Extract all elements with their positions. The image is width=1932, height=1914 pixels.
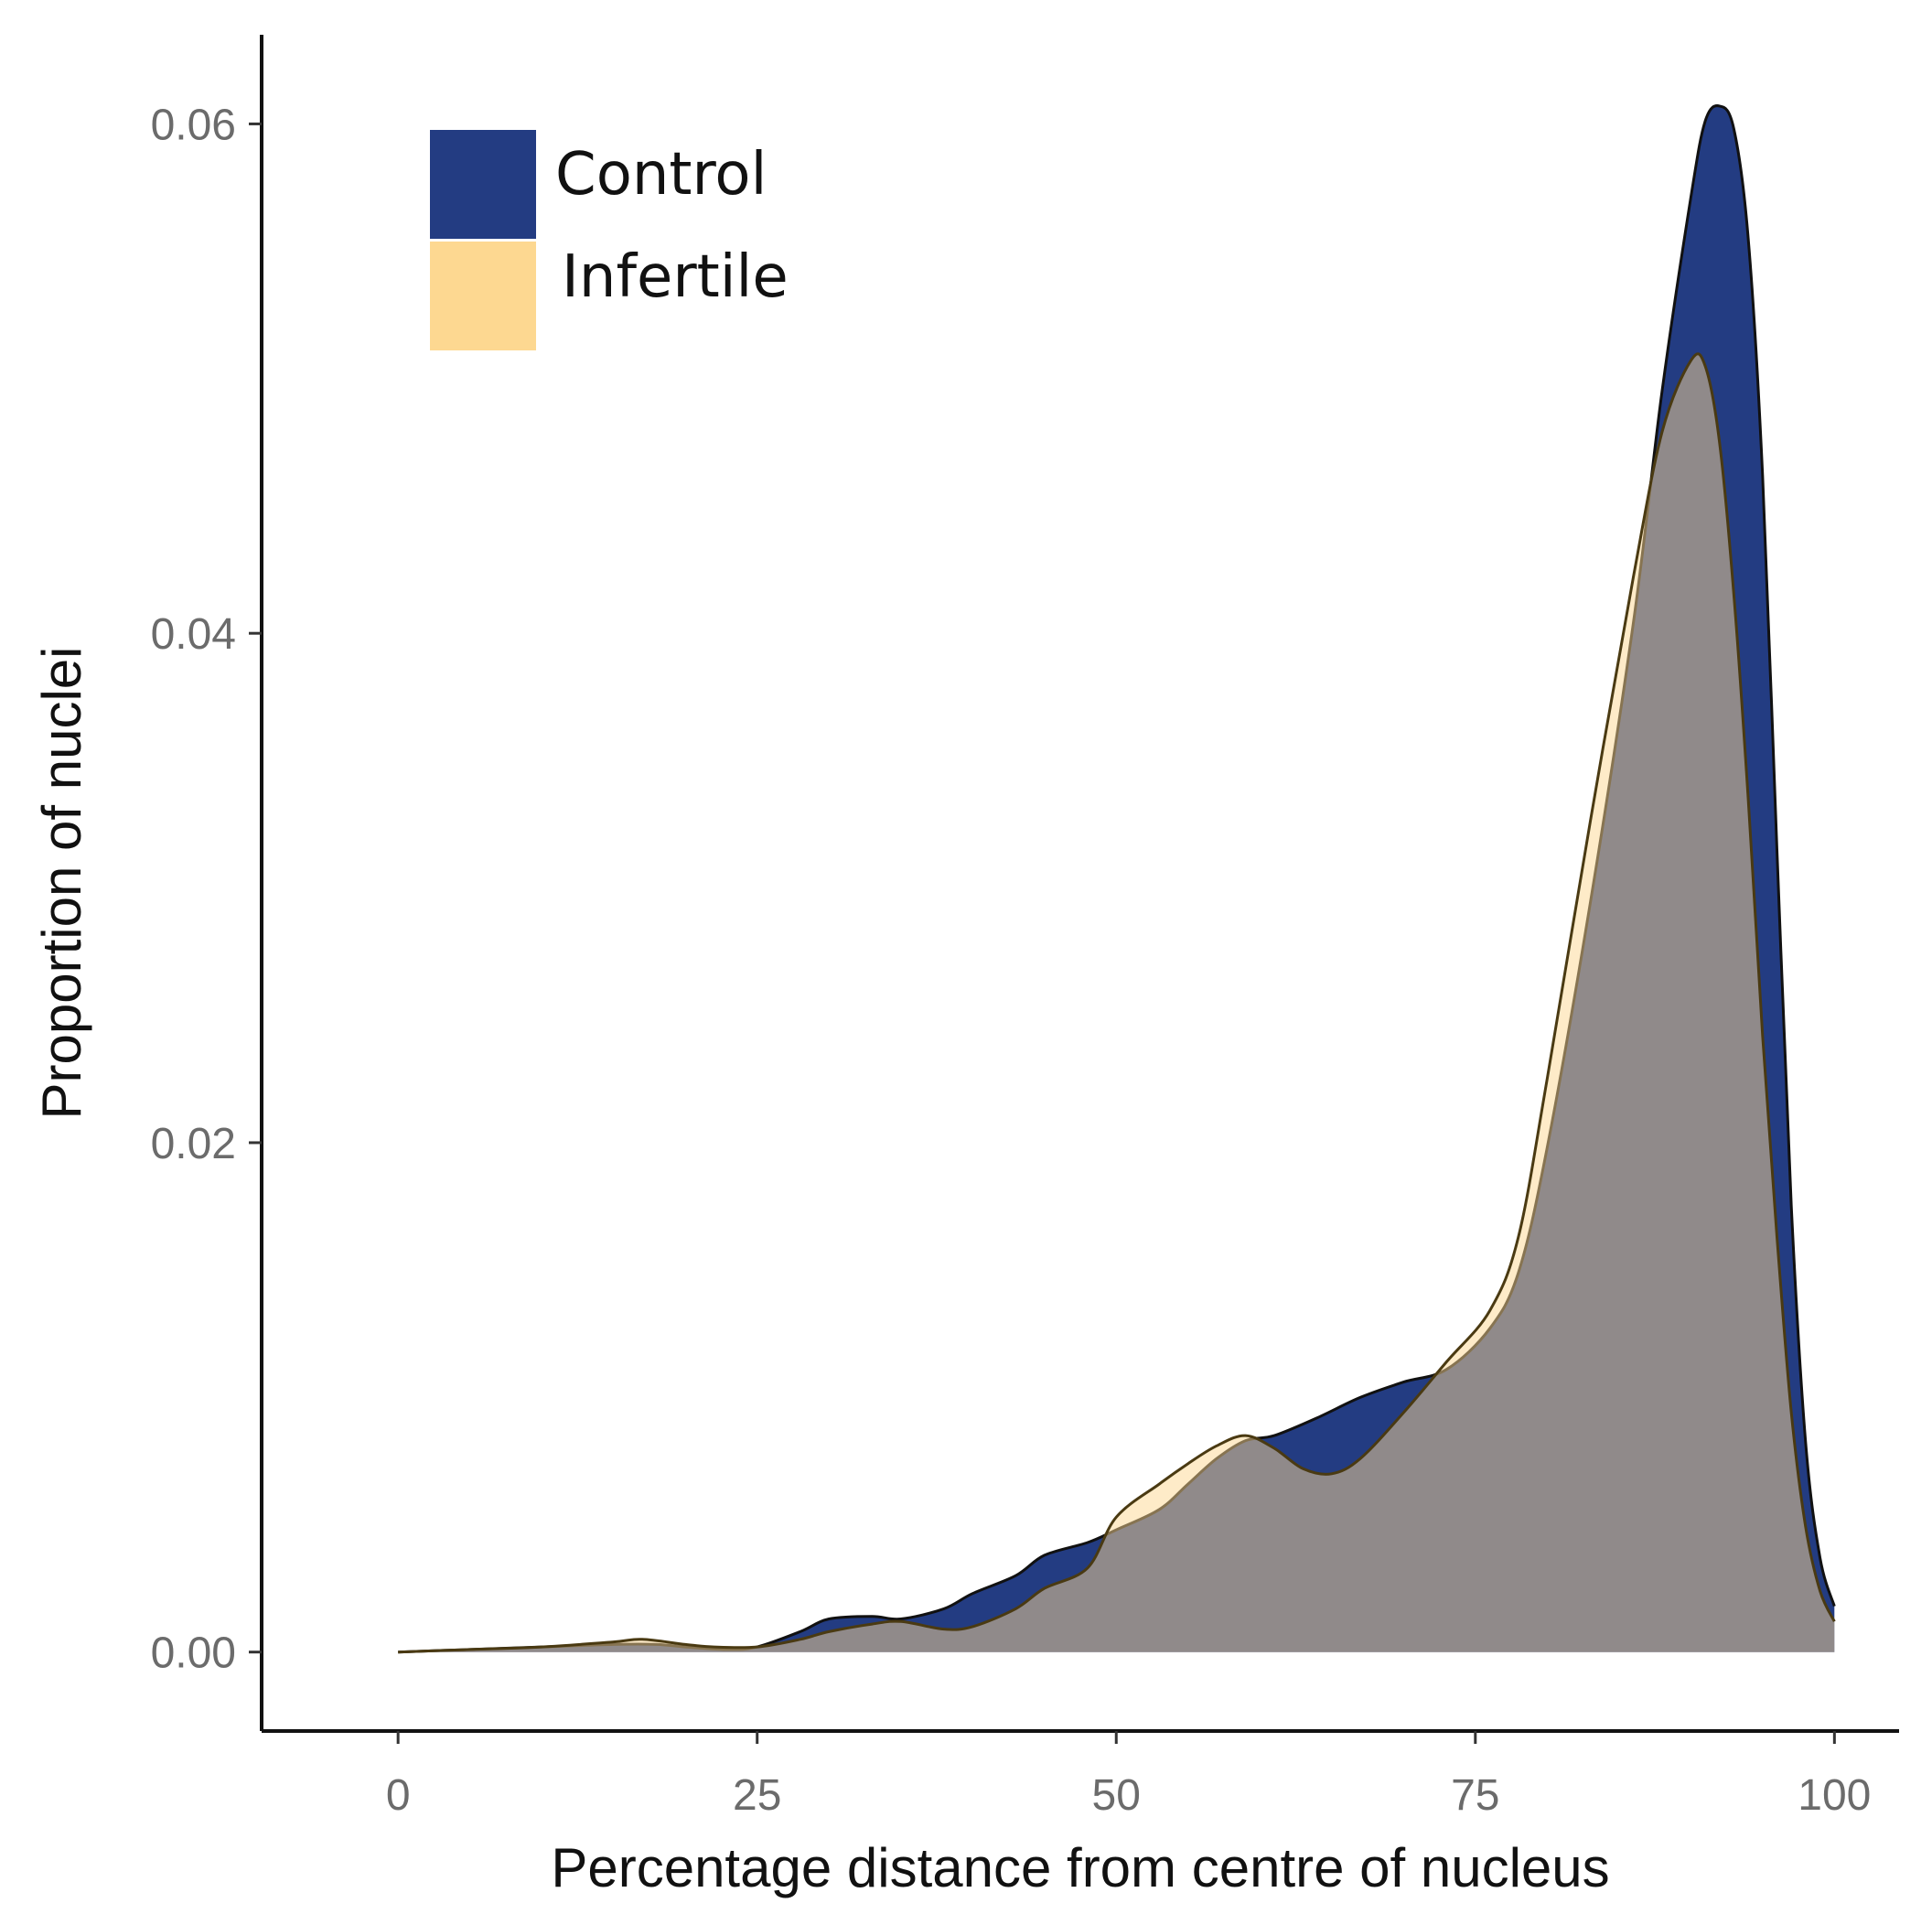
legend-label-infertile: Infertile: [562, 243, 789, 311]
legend-key-infertile: [430, 242, 536, 350]
x-ticks: 0 25 50 75 100: [386, 1731, 1871, 1820]
plot-area: [398, 104, 1836, 1654]
y-tick-label: 0.04: [151, 610, 236, 659]
y-tick-label: 0.02: [151, 1120, 236, 1168]
x-tick-label: 50: [1092, 1771, 1141, 1820]
y-tick-label: 0.00: [151, 1629, 236, 1678]
legend-key-control: [430, 130, 536, 239]
x-tick-label: 100: [1798, 1771, 1871, 1820]
y-ticks: 0.00 0.02 0.04 0.06: [151, 101, 262, 1678]
x-tick-label: 0: [386, 1771, 411, 1820]
x-axis-title: Percentage distance from centre of nucle…: [551, 1837, 1609, 1898]
x-tick-label: 75: [1451, 1771, 1499, 1820]
x-tick-label: 25: [733, 1771, 781, 1820]
y-tick-label: 0.06: [151, 101, 236, 149]
density-area-infertile: [398, 353, 1835, 1652]
y-axis-title: Proportion of nuclei: [31, 647, 92, 1120]
legend: Control Infertile: [430, 130, 789, 350]
legend-label-control: Control: [555, 141, 767, 209]
density-line-infertile: [398, 352, 1836, 1654]
